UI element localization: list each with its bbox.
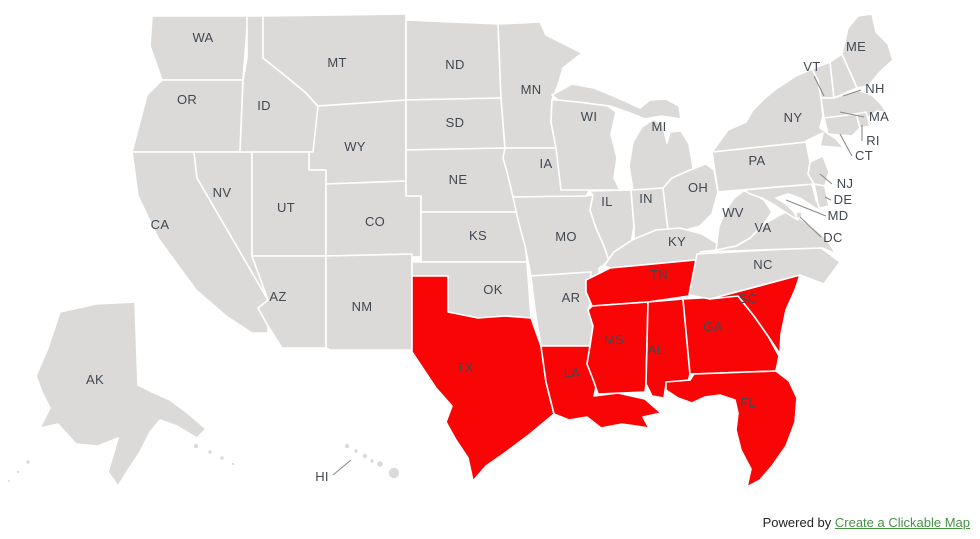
leader-line-nj	[819, 173, 833, 185]
state-WA[interactable]	[149, 15, 249, 81]
leader-line-ma	[839, 111, 865, 118]
state-CT[interactable]	[823, 113, 861, 137]
state-label-DE: DE	[834, 192, 853, 207]
leader-line-hi	[332, 459, 352, 476]
leader-line-vt	[813, 75, 825, 97]
state-label-HI: HI	[315, 469, 329, 484]
state-ND[interactable]	[405, 19, 502, 101]
state-MS[interactable]	[586, 301, 649, 395]
state-SC[interactable]	[709, 274, 801, 355]
states-layer	[6, 13, 894, 488]
leader-line-ct	[839, 133, 853, 157]
state-NM[interactable]	[325, 253, 413, 351]
leader-lines	[332, 75, 865, 476]
state-label-RI: RI	[866, 133, 880, 148]
state-HI[interactable]	[343, 442, 401, 480]
state-SD[interactable]	[405, 97, 506, 151]
state-OR[interactable]	[131, 79, 244, 153]
state-AK[interactable]	[6, 301, 236, 487]
state-NC[interactable]	[688, 246, 841, 300]
state-WI[interactable]	[550, 99, 621, 191]
leader-line-de	[824, 196, 832, 201]
state-TX[interactable]	[411, 275, 555, 482]
state-label-NJ: NJ	[837, 176, 854, 191]
leader-line-dc	[799, 216, 822, 238]
leader-line-nh	[842, 89, 862, 97]
state-DC[interactable]	[795, 211, 803, 219]
state-ME[interactable]	[841, 13, 894, 89]
create-clickable-map-link[interactable]: Create a Clickable Map	[834, 515, 970, 530]
leader-line-md	[785, 199, 827, 217]
state-FL[interactable]	[665, 370, 798, 488]
state-PA[interactable]	[711, 141, 815, 193]
map-footer: Powered by Create a Clickable Map	[763, 515, 970, 530]
state-label-MD: MD	[828, 208, 849, 223]
state-KS[interactable]	[420, 211, 528, 263]
state-label-CT: CT	[855, 148, 873, 163]
powered-by-text: Powered by	[762, 515, 835, 530]
